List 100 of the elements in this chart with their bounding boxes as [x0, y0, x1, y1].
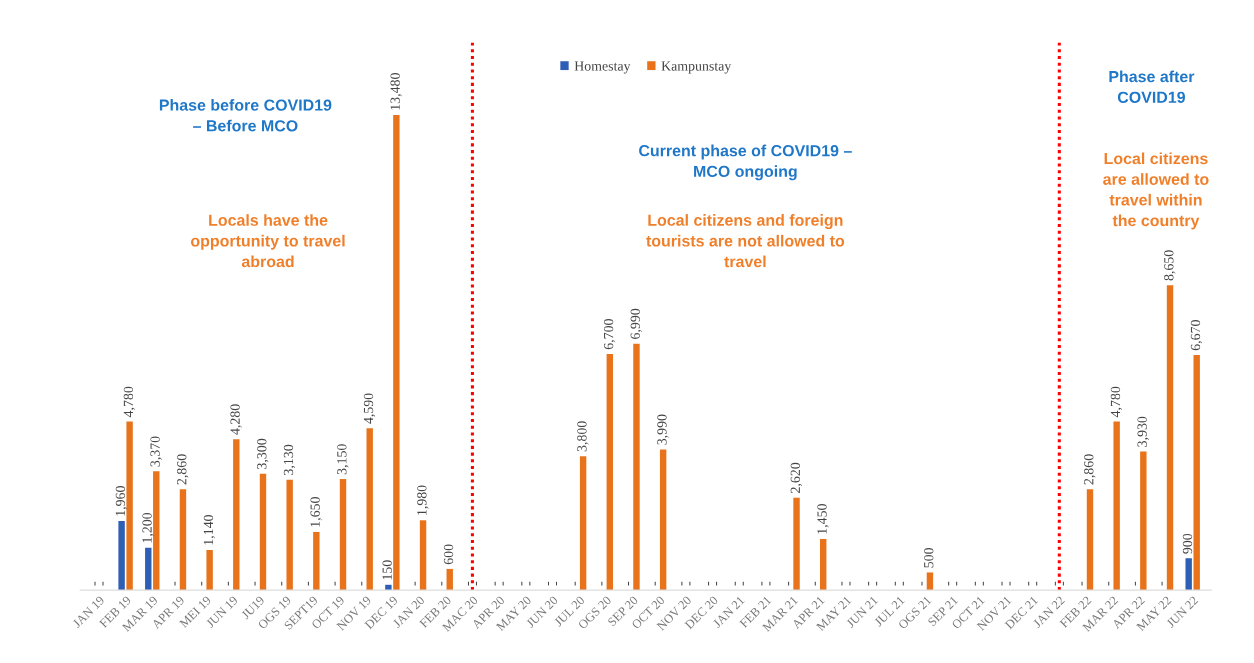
data-label: 6,670	[1190, 320, 1203, 351]
data-label: -	[601, 581, 603, 586]
data-label: 4,590	[363, 393, 376, 424]
data-label: -	[1028, 581, 1030, 586]
data-label: -	[734, 581, 736, 586]
bar	[145, 547, 152, 591]
data-label: -	[334, 581, 336, 586]
data-label: 500	[924, 547, 934, 568]
data-label: 1,960	[115, 486, 128, 516]
data-label: -	[902, 581, 904, 586]
bar	[1140, 451, 1147, 591]
bar	[286, 479, 293, 591]
bar	[206, 549, 213, 591]
bar	[179, 489, 187, 591]
data-label: -	[475, 581, 477, 586]
data-label: 3,300	[257, 438, 269, 469]
data-label: -	[654, 581, 656, 586]
data-label: -	[361, 581, 363, 586]
data-label: 4,780	[123, 386, 136, 418]
data-label: -	[502, 581, 504, 586]
data-label: -	[982, 581, 984, 586]
data-label: -	[414, 581, 416, 586]
annotation: Phase before COVID19 – Before MCO	[159, 99, 332, 132]
bar	[126, 421, 133, 591]
data-label: 2,860	[177, 454, 189, 485]
data-label: -	[307, 581, 309, 586]
data-label: -	[1054, 581, 1056, 586]
data-label: -	[574, 581, 576, 586]
bar	[659, 449, 667, 591]
annotation: Local citizens and foreign tourists are not allowed to travel	[646, 214, 845, 268]
bar	[1185, 558, 1192, 591]
bar	[118, 520, 125, 591]
data-label: -	[201, 581, 203, 586]
annotation: Local citizens are allowed to travel within the country	[1103, 152, 1209, 230]
data-label: -	[894, 581, 896, 586]
data-label: -	[521, 581, 523, 586]
data-label: -	[761, 581, 763, 586]
data-label: -	[1036, 581, 1038, 586]
data-label: -	[974, 581, 976, 586]
data-label: 3,990	[657, 414, 669, 445]
data-label: -	[1134, 581, 1136, 586]
data-label: -	[841, 581, 843, 586]
bar	[153, 471, 160, 591]
data-label: -	[681, 581, 683, 586]
data-label: 2,620	[790, 462, 803, 493]
legend-label: Kampunstay	[661, 61, 732, 74]
bar	[793, 497, 800, 591]
data-label: 1,450	[817, 504, 829, 534]
bar	[233, 439, 240, 591]
data-label: 4,780	[1110, 386, 1123, 418]
data-label: -	[948, 581, 950, 586]
data-label: -	[788, 581, 790, 586]
data-label: -	[814, 581, 816, 586]
data-label: 4,280	[230, 404, 242, 435]
legend-label: Homestay	[574, 61, 631, 74]
bar	[579, 456, 587, 591]
data-label: -	[849, 581, 851, 586]
data-label: 6,700	[603, 319, 616, 350]
data-label: -	[689, 581, 691, 586]
data-label: -	[742, 581, 744, 586]
bar	[1113, 421, 1120, 591]
data-label: -	[921, 581, 923, 586]
data-label: -	[102, 581, 104, 586]
data-label: 6,990	[630, 308, 642, 339]
data-label: -	[555, 581, 558, 586]
bar	[1086, 489, 1094, 591]
annotation: Current phase of COVID19 – MCO ongoing	[639, 144, 852, 181]
data-label: -	[628, 581, 630, 586]
data-label: 600	[443, 544, 454, 565]
data-label: -	[441, 581, 443, 586]
data-label: 3,370	[150, 436, 162, 467]
data-label: -	[1009, 581, 1011, 586]
data-label: -	[876, 581, 878, 586]
data-label: -	[956, 581, 958, 586]
bar	[1193, 354, 1200, 591]
data-label: -	[254, 581, 256, 586]
data-label: -	[94, 581, 96, 586]
data-label: 150	[382, 560, 392, 580]
bar	[419, 520, 427, 591]
data-label: 900	[1182, 533, 1193, 554]
data-label: 3,930	[1137, 416, 1149, 447]
data-label: 13,480	[390, 73, 402, 110]
data-label: -	[1161, 581, 1163, 586]
bar	[366, 428, 373, 591]
data-label: -	[716, 581, 718, 586]
data-label: -	[1108, 581, 1110, 586]
data-label: -	[868, 581, 870, 586]
data-label: 3,150	[337, 444, 349, 475]
data-label: -	[227, 581, 229, 586]
annotation: Locals have the opportunity to travel abroad	[191, 214, 345, 268]
data-label: -	[1081, 581, 1083, 586]
bar	[339, 479, 347, 591]
bar	[820, 538, 827, 591]
data-label: 1,980	[417, 485, 429, 515]
bar	[606, 353, 613, 591]
data-label: -	[494, 581, 496, 586]
bar	[633, 343, 640, 591]
bar	[259, 473, 267, 591]
bar	[926, 572, 934, 591]
data-label: -	[529, 581, 531, 586]
